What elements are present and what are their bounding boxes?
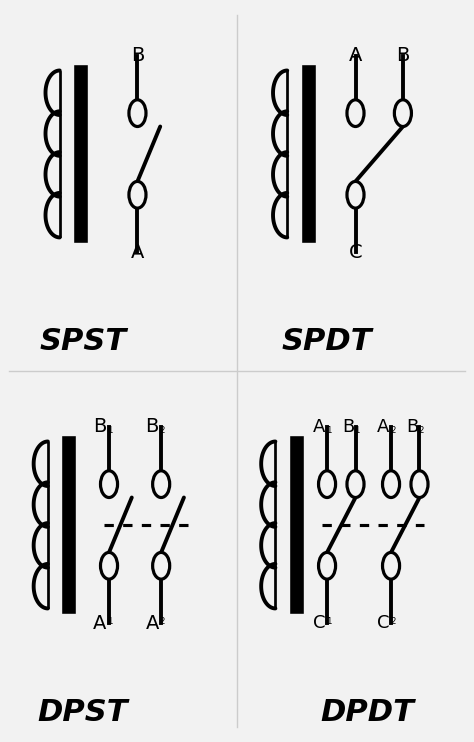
Circle shape	[347, 471, 364, 498]
Circle shape	[394, 99, 411, 126]
Text: $_2$: $_2$	[418, 423, 425, 436]
Text: SPDT: SPDT	[282, 326, 372, 356]
Text: A: A	[146, 614, 159, 633]
Circle shape	[383, 552, 400, 579]
Circle shape	[100, 471, 118, 498]
Text: A: A	[313, 418, 326, 436]
Text: B: B	[406, 418, 418, 436]
Text: $_2$: $_2$	[390, 423, 396, 436]
Circle shape	[411, 471, 428, 498]
Text: A: A	[349, 46, 362, 65]
Circle shape	[319, 471, 336, 498]
Text: $_1$: $_1$	[354, 423, 361, 436]
Text: SPST: SPST	[39, 326, 127, 356]
Text: B: B	[396, 46, 410, 65]
Text: $_1$: $_1$	[326, 614, 332, 627]
Text: C: C	[377, 614, 390, 632]
Text: $_2$: $_2$	[159, 423, 165, 436]
Circle shape	[153, 471, 170, 498]
Text: $_2$: $_2$	[390, 614, 396, 627]
Circle shape	[129, 99, 146, 126]
Text: B: B	[93, 417, 107, 436]
Text: A: A	[93, 614, 107, 633]
Circle shape	[100, 552, 118, 579]
Text: C: C	[313, 614, 326, 632]
Text: $_1$: $_1$	[326, 423, 332, 436]
Text: B: B	[146, 417, 159, 436]
Text: B: B	[131, 46, 144, 65]
Text: DPST: DPST	[38, 697, 128, 727]
Circle shape	[153, 552, 170, 579]
Text: $_2$: $_2$	[159, 614, 165, 627]
Text: DPDT: DPDT	[320, 697, 414, 727]
Circle shape	[347, 99, 364, 126]
Text: $_1$: $_1$	[107, 423, 113, 436]
Circle shape	[383, 471, 400, 498]
Circle shape	[319, 552, 336, 579]
Text: C: C	[349, 243, 362, 262]
Text: A: A	[377, 418, 390, 436]
Circle shape	[347, 182, 364, 209]
Text: $_1$: $_1$	[107, 614, 113, 627]
Text: A: A	[131, 243, 144, 262]
Text: B: B	[342, 418, 354, 436]
Circle shape	[129, 182, 146, 209]
